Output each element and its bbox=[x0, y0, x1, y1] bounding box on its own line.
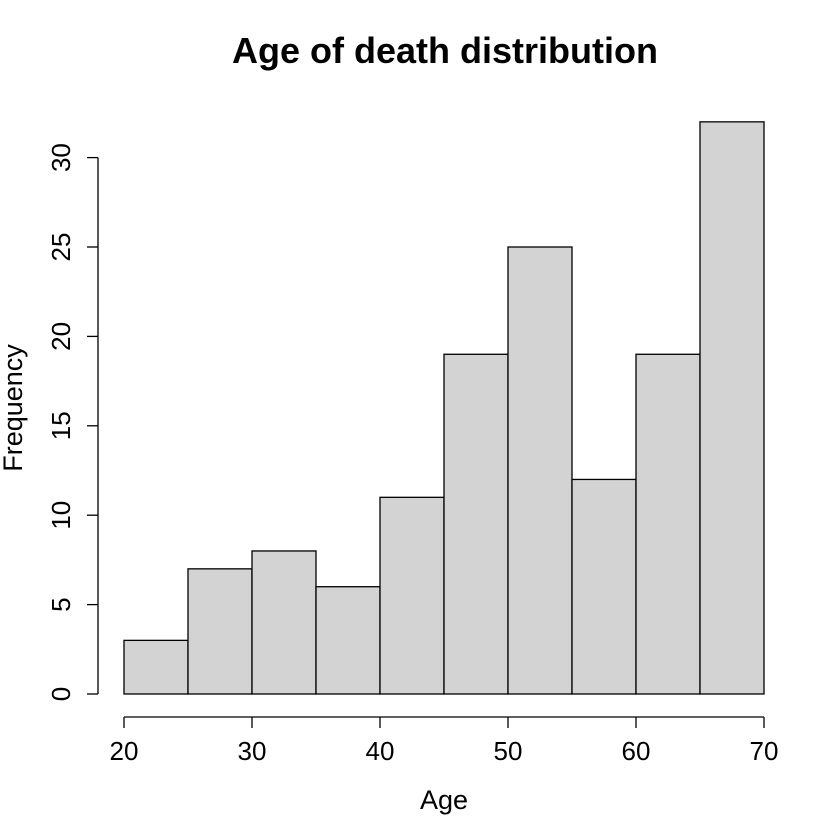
y-tick-label-30: 30 bbox=[46, 143, 76, 172]
y-axis-label: Frequency bbox=[0, 344, 28, 472]
x-tick-label-70: 70 bbox=[750, 736, 779, 766]
x-tick-label-20: 20 bbox=[110, 736, 139, 766]
y-tick-label-0: 0 bbox=[46, 687, 76, 701]
x-axis-label: Age bbox=[420, 785, 468, 815]
y-axis: 0 5 10 15 20 25 30 bbox=[46, 143, 99, 701]
histogram-bar-50-55 bbox=[507, 246, 573, 695]
x-tick-label-30: 30 bbox=[238, 736, 267, 766]
histogram-bar-20-25 bbox=[123, 639, 189, 695]
y-tick-label-25: 25 bbox=[46, 233, 76, 262]
x-tick-label-60: 60 bbox=[622, 736, 651, 766]
histogram-bar-55-60 bbox=[571, 478, 637, 695]
histogram-bar-60-65 bbox=[635, 353, 701, 695]
histogram-bar-45-50 bbox=[443, 353, 509, 695]
y-tick-label-10: 10 bbox=[46, 501, 76, 530]
histogram-bar-40-45 bbox=[379, 496, 445, 695]
y-tick-label-20: 20 bbox=[46, 322, 76, 351]
y-tick-label-5: 5 bbox=[46, 597, 76, 611]
x-tick-label-50: 50 bbox=[494, 736, 523, 766]
histogram-bar-25-30 bbox=[187, 568, 253, 695]
histogram-bar-35-40 bbox=[315, 586, 381, 695]
bars-group bbox=[123, 121, 765, 695]
y-tick-label-15: 15 bbox=[46, 411, 76, 440]
chart-title: Age of death distribution bbox=[232, 30, 658, 71]
histogram-bar-30-35 bbox=[251, 550, 317, 695]
histogram-bar-65-70 bbox=[699, 121, 765, 695]
x-axis: 20 30 40 50 60 70 bbox=[110, 716, 779, 766]
x-tick-label-40: 40 bbox=[366, 736, 395, 766]
